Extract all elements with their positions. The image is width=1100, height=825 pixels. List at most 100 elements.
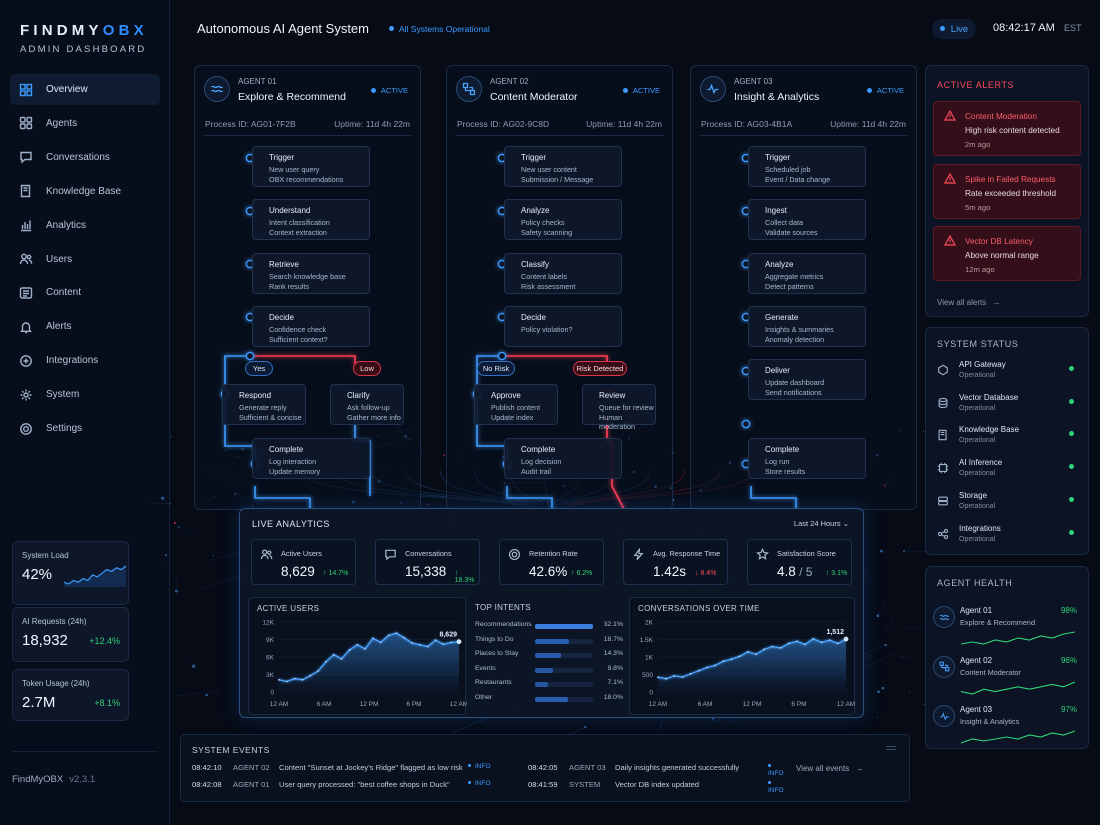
- status-row-vector-database[interactable]: Vector Database Operational: [937, 393, 1082, 423]
- flow-step-ingest[interactable]: Ingest Collect data Validate sources: [748, 199, 866, 240]
- sidebar-item-users[interactable]: Users: [10, 244, 160, 275]
- status-row-integrations[interactable]: Integrations Operational: [937, 524, 1082, 554]
- sidebar-item-integrations[interactable]: Integrations: [10, 345, 160, 376]
- data-point: [812, 637, 815, 640]
- menu-icon[interactable]: [886, 746, 896, 750]
- step-detail: Update dashboard: [765, 378, 825, 387]
- flow-step-retrieve[interactable]: Retrieve Search knowledge base Rank result…: [252, 253, 370, 294]
- flow-step-generate[interactable]: Generate Insights & summaries Anomaly dete…: [748, 306, 866, 347]
- flow-step-complete[interactable]: Complete Log run Store results: [748, 438, 866, 479]
- agent-health-row[interactable]: Agent 01 Explore & Recommend 98%: [933, 604, 1081, 649]
- flow-step-decide[interactable]: Decide Policy violation?: [504, 306, 622, 347]
- page-title: Autonomous AI Agent System: [197, 21, 369, 36]
- alert-item[interactable]: Spike in Failed Requests Rate exceeded th…: [933, 163, 1081, 219]
- live-toggle[interactable]: Live: [932, 19, 976, 39]
- active-alerts-title: ACTIVE ALERTS: [937, 80, 1015, 90]
- flow-step-complete[interactable]: Complete Log decision Audit trail: [504, 438, 622, 479]
- event-time: 08:41:59: [528, 780, 558, 789]
- kpi-active-users[interactable]: Active Users 8,629 ↑ 14.7%: [251, 539, 356, 585]
- intent-bar: [535, 667, 553, 673]
- event-row[interactable]: 08:42:05 AGENT 03 Daily insights generated…: [528, 763, 784, 777]
- event-source: AGENT 03: [569, 763, 606, 772]
- flow-step-analyze[interactable]: Analyze Aggregate metrics Detect patterns: [748, 253, 866, 294]
- view-all-events-link[interactable]: View all events →: [796, 764, 864, 773]
- sidebar-item-agents[interactable]: Agents: [10, 108, 160, 139]
- x-tick-label: 6 AM: [698, 701, 713, 708]
- flow-step-trigger[interactable]: Trigger New user content Submission / Mess…: [504, 146, 622, 187]
- bolt-icon: [632, 547, 645, 561]
- sidebar-item-conversations[interactable]: Conversations: [10, 142, 160, 173]
- agent-health-row[interactable]: Agent 03 Insight & Analytics 97%: [933, 703, 1081, 748]
- status-row-storage[interactable]: Storage Operational: [937, 491, 1082, 521]
- agent-id: AGENT 03: [734, 77, 773, 86]
- warning-icon: [943, 234, 957, 246]
- view-all-alerts-link[interactable]: View all alerts →: [937, 298, 1001, 307]
- alert-item[interactable]: Vector DB Latency Above normal range 12m a…: [933, 226, 1081, 281]
- event-level-badge: INFO: [768, 780, 784, 794]
- kpi-conversations[interactable]: Conversations 15,338 ↑ 18.3%: [375, 539, 480, 585]
- flow-step-deliver[interactable]: Deliver Update dashboard Send notification…: [748, 359, 866, 400]
- flow-step-review[interactable]: Review Queue for review Human moderation: [582, 384, 656, 431]
- intent-value: 7.1%: [607, 679, 624, 686]
- flow-step-understand[interactable]: Understand Intent classification Context e…: [252, 199, 370, 240]
- event-source: AGENT 01: [233, 780, 270, 789]
- status-row-knowledge-base[interactable]: Knowledge Base Operational: [937, 425, 1082, 455]
- flow-step-clarify[interactable]: Clarify Ask follow-up Gather more info: [330, 384, 404, 425]
- flow-step-decide[interactable]: Decide Confidence check Sufficient context…: [252, 306, 370, 347]
- data-point: [747, 650, 749, 653]
- step-title: Retrieve: [269, 260, 299, 269]
- kpi-satisfaction-score[interactable]: Satisfaction Score 4.8 / 5 ↑ 3.1%: [747, 539, 852, 585]
- agent-health-pct: 96%: [1060, 655, 1077, 665]
- data-point: [293, 677, 296, 680]
- kpi-delta: ↑ 18.3%: [454, 570, 475, 584]
- agent-health-title: AGENT HEALTH: [937, 578, 1013, 588]
- flow-step-trigger[interactable]: Trigger New user query OBX recommendations: [252, 146, 370, 187]
- y-tick-label: 9K: [266, 637, 275, 644]
- event-row[interactable]: 08:41:59 SYSTEM Vector DB index updated INF…: [528, 780, 784, 794]
- data-point: [804, 643, 806, 646]
- sidebar-item-alerts[interactable]: Alerts: [10, 311, 160, 342]
- sidebar-item-analytics[interactable]: Analytics: [10, 210, 160, 241]
- agent-card-2[interactable]: AGENT 02 Content Moderator ACTIVE Process I…: [446, 65, 673, 511]
- agent-card-3[interactable]: AGENT 03 Insight & Analytics ACTIVE Process…: [690, 65, 917, 511]
- sidebar-item-settings[interactable]: Settings: [10, 413, 160, 444]
- data-point: [763, 648, 766, 651]
- event-row[interactable]: 08:42:08 AGENT 01 User query processed: "b…: [192, 780, 492, 792]
- intent-bar: [535, 682, 548, 687]
- flow-step-approve[interactable]: Approve Publish content Update index: [474, 384, 558, 425]
- agent-health-row[interactable]: Agent 02 Content Moderator 96%: [933, 654, 1081, 699]
- kpi-value: 15,338: [405, 564, 447, 579]
- sidebar-item-overview[interactable]: Overview: [10, 74, 160, 105]
- step-title: Decide: [521, 313, 546, 322]
- step-detail: Intent classification: [269, 218, 330, 227]
- status-dot: [622, 87, 628, 93]
- step-title: Review: [599, 391, 626, 400]
- event-row[interactable]: 08:42:10 AGENT 02 Content "Sunset at Jocke…: [192, 763, 492, 775]
- flow-step-complete[interactable]: Complete Log interaction Update memory: [252, 438, 370, 479]
- y-tick-label: 500: [642, 672, 653, 679]
- status-row-ai-inference[interactable]: AI Inference Operational: [937, 458, 1082, 488]
- network-dot: [176, 695, 178, 697]
- alert-item[interactable]: Content Moderation High risk content dete…: [933, 101, 1081, 156]
- flow-step-respond[interactable]: Respond Generate reply Sufficient & concis…: [222, 384, 306, 425]
- data-point: [771, 645, 774, 648]
- status-row-api-gateway[interactable]: API Gateway Operational: [937, 360, 1082, 390]
- network-link: [877, 600, 886, 616]
- sidebar-item-label: Users: [46, 253, 73, 265]
- sidebar-item-content[interactable]: Content: [10, 277, 160, 308]
- event-message: Content "Sunset at Jockey's Ridge" flagg…: [279, 763, 463, 772]
- range-selector[interactable]: Last 24 Hours ⌄: [793, 519, 849, 528]
- sidebar-item-system[interactable]: System: [10, 379, 160, 410]
- data-point: [665, 677, 668, 680]
- flow-step-trigger[interactable]: Trigger Scheduled job Event / Data change: [748, 146, 866, 187]
- data-point: [787, 642, 790, 645]
- brand-logo: FINDMYOBX: [20, 22, 148, 39]
- flow-step-classify[interactable]: Classify Content labels Risk assessment: [504, 253, 622, 294]
- kpi-retention-rate[interactable]: Retention Rate 42.6% ↑ 6.2%: [499, 539, 604, 585]
- y-tick-label: 12K: [262, 620, 274, 627]
- sidebar-item-knowledge-base[interactable]: Knowledge Base: [10, 176, 160, 207]
- pulse-icon: [700, 76, 726, 102]
- kpi-avg-response-time[interactable]: Avg. Response Time 1.42s ↓ 8.4%: [623, 539, 728, 585]
- agent-card-1[interactable]: AGENT 01 Explore & Recommend ACTIVE Process…: [194, 65, 421, 511]
- flow-step-analyze[interactable]: Analyze Policy checks Safety scanning: [504, 199, 622, 240]
